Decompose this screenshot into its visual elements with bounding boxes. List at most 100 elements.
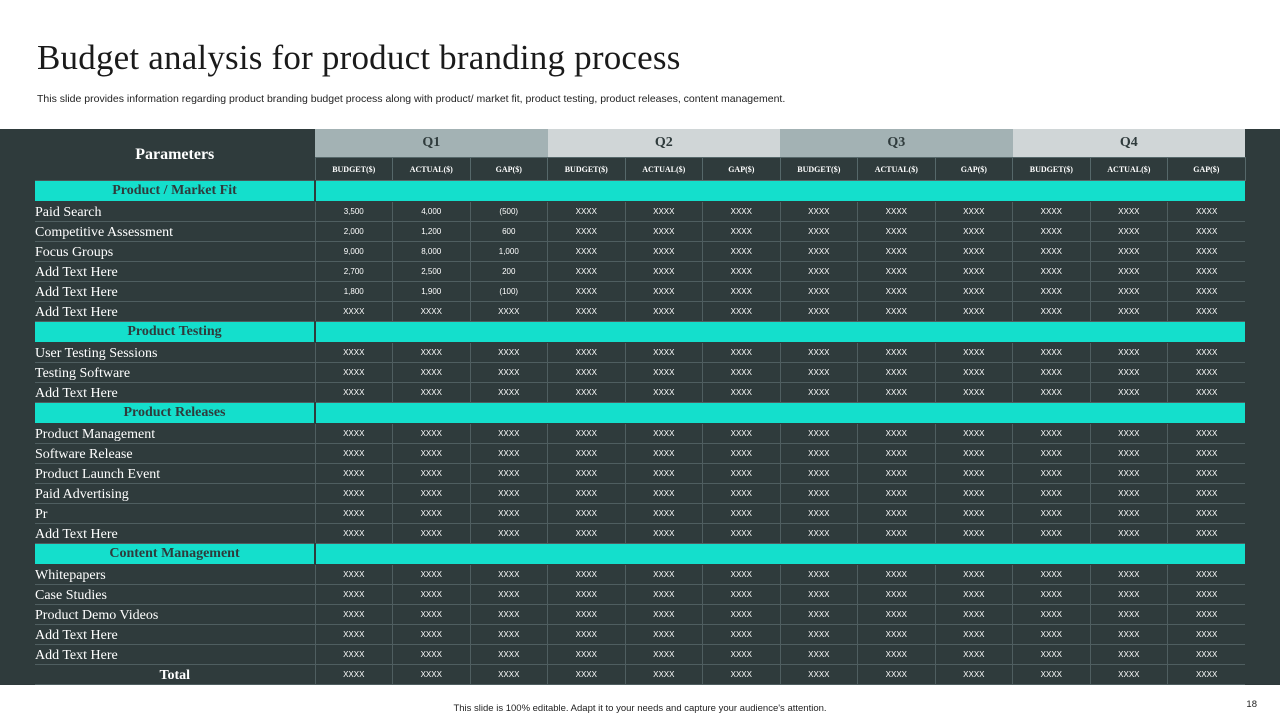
table-cell: 2,700	[314, 261, 393, 282]
table-cell: XXXX	[392, 664, 470, 685]
row-label: Software Release	[35, 443, 315, 464]
quarter-header-q1: Q1	[315, 129, 548, 158]
table-cell: XXXX	[624, 241, 703, 262]
table-cell: XXXX	[1167, 301, 1246, 322]
table-cell: XXXX	[857, 201, 936, 222]
table-cell: XXXX	[779, 382, 858, 403]
table-cell: XXXX	[547, 423, 626, 444]
column-header: ACTUAL($)	[392, 157, 471, 181]
section-fill	[315, 402, 1246, 424]
table-cell: 1,900	[392, 281, 470, 302]
table-cell: XXXX	[469, 644, 548, 665]
table-cell: XXXX	[857, 503, 936, 524]
table-cell: XXXX	[1167, 664, 1246, 685]
section-row: Product Releases	[35, 402, 1246, 424]
table-cell: XXXX	[1012, 584, 1091, 605]
row-label: Focus Groups	[35, 241, 315, 262]
table-cell: XXXX	[469, 523, 548, 544]
table-cell: 4,000	[392, 201, 470, 222]
table-cell: XXXX	[1089, 382, 1168, 403]
table-row: Pr XXXX XXXX XXXX XXXX XXXX XXXX XXXX XXXX XXXX XX…	[35, 503, 1246, 524]
table-cell: (100)	[469, 281, 548, 302]
table-cell: XXXX	[314, 523, 393, 544]
row-label: User Testing Sessions	[35, 342, 315, 363]
table-cell: XXXX	[934, 221, 1013, 242]
column-header: GAP($)	[1167, 157, 1246, 181]
table-cell: XXXX	[934, 564, 1013, 585]
section-fill	[315, 543, 1246, 565]
table-cell: XXXX	[1167, 281, 1246, 302]
table-cell: XXXX	[702, 443, 781, 464]
table-cell: XXXX	[1089, 261, 1168, 282]
table-cell: XXXX	[469, 362, 548, 383]
table-cell: XXXX	[779, 503, 858, 524]
table-cell: XXXX	[1167, 503, 1246, 524]
table-cell: XXXX	[1089, 564, 1168, 585]
table-cell: XXXX	[1089, 221, 1168, 242]
table-row: Add Text Here XXXX XXXX XXXX XXXX XXXX XXXX XXX…	[35, 644, 1246, 665]
table-row: Add Text Here 2,700 2,500 200 XXXX XXXX XXXX XX…	[35, 261, 1246, 282]
budget-table: Parameters Q1 Q2 Q3 Q4 BUDGET($) ACTUAL($…	[35, 129, 1246, 685]
row-label: Add Text Here	[35, 281, 315, 302]
table-cell: XXXX	[392, 644, 470, 665]
table-cell: XXXX	[702, 201, 781, 222]
table-cell: XXXX	[314, 483, 393, 504]
table-cell: XXXX	[1012, 664, 1091, 685]
row-label: Product Launch Event	[35, 463, 315, 484]
row-label: Paid Search	[35, 201, 315, 222]
table-cell: XXXX	[934, 382, 1013, 403]
row-label: Add Text Here	[35, 301, 315, 322]
row-label: Whitepapers	[35, 564, 315, 585]
table-cell: XXXX	[1012, 604, 1091, 625]
row-label: Case Studies	[35, 584, 315, 605]
table-cell: XXXX	[392, 503, 470, 524]
table-cell: XXXX	[624, 483, 703, 504]
table-cell: XXXX	[1167, 604, 1246, 625]
table-cell: XXXX	[702, 423, 781, 444]
table-cell: XXXX	[547, 301, 626, 322]
table-row: Add Text Here 1,800 1,900 (100) XXXX XXXX XXXX…	[35, 281, 1246, 302]
table-cell: XXXX	[702, 362, 781, 383]
table-cell: XXXX	[702, 564, 781, 585]
table-row: Paid Search 3,500 4,000 (500) XXXX XXXX XXXX XX…	[35, 201, 1246, 222]
table-cell: XXXX	[702, 644, 781, 665]
column-header: GAP($)	[702, 157, 781, 181]
table-cell: XXXX	[857, 584, 936, 605]
table-cell: XXXX	[934, 201, 1013, 222]
table-cell: XXXX	[469, 604, 548, 625]
table-cell: XXXX	[779, 261, 858, 282]
table-cell: XXXX	[624, 342, 703, 363]
table-cell: XXXX	[469, 664, 548, 685]
table-cell: XXXX	[624, 564, 703, 585]
table-row: Software Release XXXX XXXX XXXX XXXX XXXX XXXX…	[35, 443, 1246, 464]
table-cell: XXXX	[702, 604, 781, 625]
table-cell: XXXX	[934, 584, 1013, 605]
table-cell: XXXX	[1012, 423, 1091, 444]
table-cell: XXXX	[857, 261, 936, 282]
table-cell: XXXX	[547, 584, 626, 605]
table-cell: XXXX	[702, 523, 781, 544]
table-cell: XXXX	[392, 463, 470, 484]
section-label: Product Testing	[35, 321, 316, 343]
table-cell: XXXX	[779, 624, 858, 645]
quarter-header-q4: Q4	[1012, 129, 1246, 158]
table-cell: XXXX	[702, 281, 781, 302]
table-cell: XXXX	[1089, 664, 1168, 685]
table-cell: 200	[469, 261, 548, 282]
table-cell: XXXX	[624, 463, 703, 484]
table-row: Paid Advertising XXXX XXXX XXXX XXXX XXXX XXXX…	[35, 483, 1246, 504]
quarter-header-q2: Q2	[547, 129, 781, 158]
row-label: Competitive Assessment	[35, 221, 315, 242]
table-row: Product Demo Videos XXXX XXXX XXXX XXXX XXXX X…	[35, 604, 1246, 625]
slide-footer: This slide is 100% editable. Adapt it to…	[453, 703, 827, 714]
table-cell: XXXX	[1167, 644, 1246, 665]
table-cell: XXXX	[702, 261, 781, 282]
slide-title: Budget analysis for product branding pro…	[37, 38, 681, 77]
table-cell: XXXX	[1012, 382, 1091, 403]
table-cell: 600	[469, 221, 548, 242]
table-cell: XXXX	[1167, 483, 1246, 504]
table-cell: XXXX	[1012, 201, 1091, 222]
table-cell: XXXX	[1089, 201, 1168, 222]
table-cell: XXXX	[547, 382, 626, 403]
table-cell: XXXX	[779, 241, 858, 262]
